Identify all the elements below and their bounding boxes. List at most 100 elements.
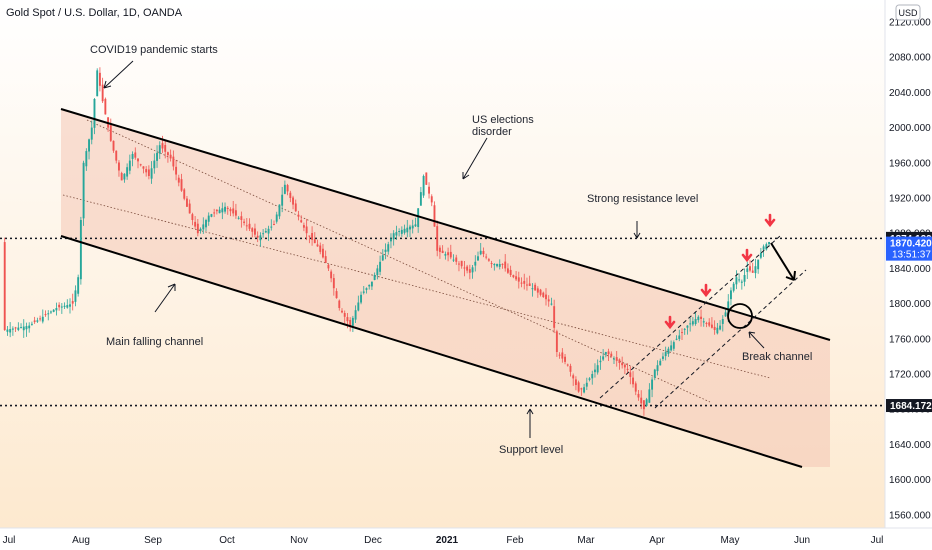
candle-up [352, 318, 354, 326]
candle-up [654, 370, 656, 378]
annotation-strong-resistance: Strong resistance level [587, 193, 698, 205]
candle-up [692, 321, 694, 324]
candle-down [624, 365, 626, 368]
candle-down [330, 272, 332, 279]
time-tick: Jul [3, 535, 16, 546]
candle-down [145, 169, 147, 172]
candle-up [754, 266, 756, 273]
candle-down [110, 125, 112, 141]
candle-down [482, 251, 484, 254]
candle-up [678, 336, 680, 339]
candle-down [523, 281, 525, 284]
candle-up [360, 295, 362, 303]
candle-up [129, 161, 131, 171]
candle-down [564, 357, 566, 362]
candle-up [379, 262, 381, 272]
candle-down [164, 145, 166, 152]
candle-down [289, 193, 291, 198]
candle-down [191, 214, 193, 220]
candle-down [537, 288, 539, 292]
candle-up [589, 378, 591, 379]
price-tick: 1560.000 [889, 510, 931, 521]
candle-up [276, 215, 278, 222]
candle-up [648, 389, 650, 402]
candle-down [627, 369, 629, 370]
candle-down [629, 372, 631, 377]
candle-down [344, 313, 346, 317]
candle-up [205, 220, 207, 227]
candle-up [676, 339, 678, 340]
candle-down [140, 164, 142, 165]
candle-up [153, 161, 155, 169]
candle-down [643, 400, 645, 409]
time-tick: Jun [794, 535, 810, 546]
last-price-badge: 1870.420 13:51:37 [886, 237, 932, 261]
candle-up [398, 231, 400, 232]
candle-up [371, 282, 373, 287]
price-scale[interactable] [885, 0, 932, 550]
candle-down [325, 256, 327, 263]
candle-down [118, 162, 120, 170]
candle-up [151, 168, 153, 178]
candle-up [735, 277, 737, 284]
candle-up [673, 342, 675, 349]
candle-down [230, 209, 232, 211]
candle-up [20, 327, 22, 328]
time-tick: Nov [290, 535, 308, 546]
candle-down [580, 388, 582, 389]
candle-up [550, 304, 552, 305]
symbol-title: Gold Spot / U.S. Dollar, 1D, OANDA [6, 7, 183, 19]
price-tick: 1960.000 [889, 158, 931, 169]
currency-button-label[interactable]: USD [898, 8, 918, 18]
candle-up [265, 231, 267, 232]
candle-down [15, 327, 17, 328]
candle-up [74, 290, 76, 301]
candle-up [393, 233, 395, 239]
candle-down [559, 355, 561, 356]
candle-up [159, 145, 161, 153]
candle-up [88, 139, 90, 151]
candle-down [287, 185, 289, 191]
candle-up [583, 387, 585, 392]
candle-down [616, 357, 618, 361]
candle-up [126, 167, 128, 176]
candle-up [132, 154, 134, 159]
candle-down [578, 382, 580, 391]
time-tick: Dec [364, 535, 382, 546]
candle-down [246, 225, 248, 226]
candle-up [278, 205, 280, 217]
candle-up [91, 128, 93, 140]
candle-up [6, 330, 8, 332]
candle-down [170, 155, 172, 159]
candle-down [638, 394, 640, 398]
candle-down [336, 291, 338, 298]
candle-down [618, 359, 620, 363]
candle-down [137, 159, 139, 162]
candle-down [488, 259, 490, 260]
candle-down [708, 322, 710, 325]
candle-down [306, 226, 308, 233]
candle-up [605, 352, 607, 355]
candle-down [556, 331, 558, 352]
candle-up [224, 207, 226, 212]
candle-up [686, 326, 688, 328]
candle-down [102, 85, 104, 102]
candle-up [412, 226, 414, 229]
candle-down [491, 263, 493, 264]
candle-down [308, 236, 310, 237]
candle-down [257, 236, 259, 238]
candle-up [738, 279, 740, 280]
candle-down [502, 264, 504, 265]
candle-up [414, 224, 416, 226]
last-price-countdown: 13:51:37 [892, 250, 931, 261]
candle-up [55, 308, 57, 310]
candle-down [575, 379, 577, 385]
candle-up [586, 383, 588, 387]
currency-button[interactable]: USD [896, 5, 920, 20]
candle-down [162, 143, 164, 148]
candle-down [333, 278, 335, 288]
candle-up [499, 264, 501, 267]
candle-down [425, 172, 427, 184]
